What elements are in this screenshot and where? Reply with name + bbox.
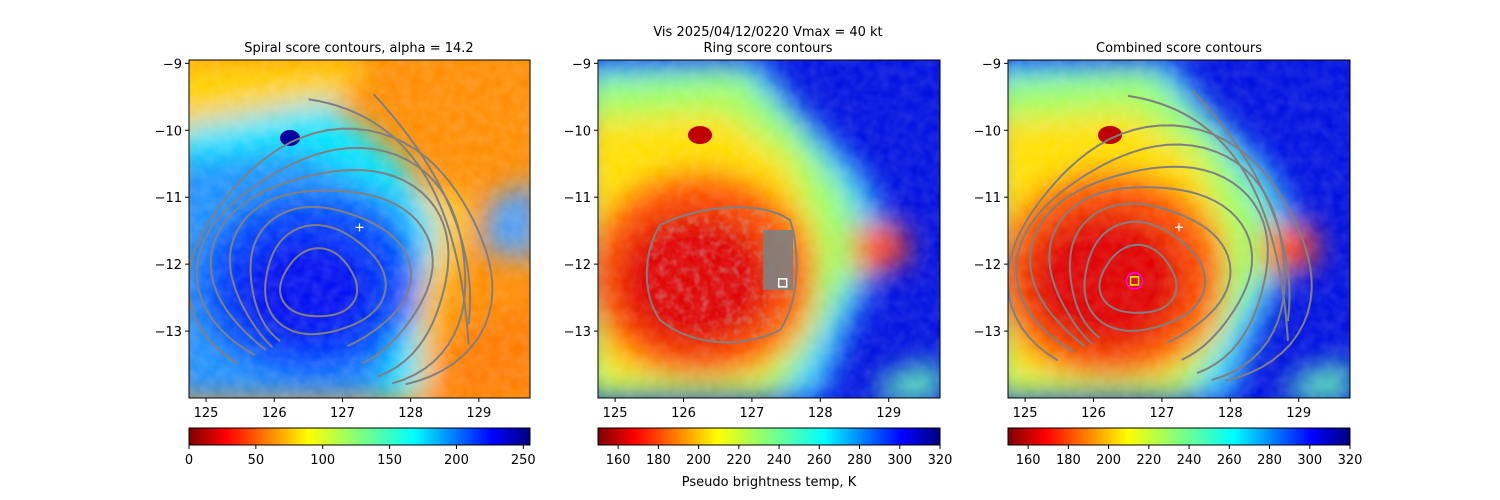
colorbar-tick-label: 300 — [1297, 453, 1322, 468]
colorbar-tick-label: 180 — [1056, 453, 1081, 468]
center-square-marker — [777, 278, 788, 288]
score-contour — [1068, 202, 1232, 344]
x-tick-label: 129 — [1286, 406, 1311, 421]
y-tick-label: −13 — [155, 325, 182, 340]
panel-spiral-title: Spiral score contours, alpha = 14.2 — [244, 41, 473, 56]
y-tick-label: −12 — [564, 258, 591, 273]
x-tick-label: 128 — [1218, 406, 1243, 421]
x-tick-label: 128 — [808, 406, 833, 421]
x-tick-label: 126 — [671, 406, 696, 421]
score-contour — [195, 146, 467, 385]
colorbar-tick-label: 160 — [606, 453, 631, 468]
panel-ring: Ring score contours 125 126 127 1 — [564, 41, 953, 490]
score-contour — [229, 189, 434, 365]
x-tick-label: 129 — [466, 406, 491, 421]
y-tick-label: −9 — [163, 57, 182, 72]
spiral-colorbar — [188, 427, 531, 446]
colorbar-tick-label: 240 — [1177, 453, 1202, 468]
x-tick-label: 126 — [262, 406, 287, 421]
ring-image — [598, 60, 940, 398]
colorbar-tick-label: 260 — [1217, 453, 1242, 468]
y-tick-label: −13 — [564, 325, 591, 340]
score-contour — [1083, 220, 1207, 332]
colorbar-tick-label: 220 — [726, 453, 751, 468]
score-contour — [189, 127, 494, 386]
colorbar-tick-label: 50 — [248, 453, 265, 468]
colorbar-tick-label: 0 — [185, 453, 193, 468]
y-tick-label: −11 — [564, 191, 591, 206]
ring-colorbar — [597, 427, 941, 446]
colorbar-tick-label: 240 — [767, 453, 792, 468]
y-tick-label: −9 — [572, 57, 591, 72]
y-tick-label: −10 — [974, 124, 1001, 139]
score-contour — [209, 168, 450, 378]
colorbar-tick-label: 180 — [646, 453, 671, 468]
panel-spiral: Spiral score contours, alpha = 14.2 125 1… — [155, 41, 536, 468]
colorbar-tick-label: 200 — [444, 453, 469, 468]
panel-combined: Combined score contours 125 126 127 128 129 −… — [974, 41, 1363, 468]
y-tick-label: −12 — [155, 258, 182, 273]
score-contour — [278, 247, 359, 318]
x-tick-label: 125 — [1013, 406, 1038, 421]
colorbar-tick-label: 160 — [1016, 453, 1041, 468]
x-tick-label: 128 — [398, 406, 423, 421]
score-contour — [308, 98, 470, 345]
colorbar-tick-label: 320 — [1338, 453, 1363, 468]
colorbar-tick-label: 250 — [511, 453, 536, 468]
spiral-image — [189, 60, 530, 398]
colorbar-tick-label: 200 — [686, 453, 711, 468]
panel-combined-title: Combined score contours — [1096, 41, 1262, 56]
colorbar-tick-label: 150 — [377, 453, 402, 468]
score-contour — [1008, 124, 1313, 382]
panel-spiral-frame — [188, 59, 531, 399]
panel-combined-frame — [1007, 59, 1351, 399]
score-contour — [1192, 90, 1291, 321]
center-square-marker — [1129, 276, 1140, 286]
x-tick-label: 126 — [1081, 406, 1106, 421]
colorbar-tick-label: 280 — [1257, 453, 1282, 468]
figure-suptitle: Vis 2025/04/12/0220 Vmax = 40 kt — [653, 25, 882, 40]
score-contour — [1029, 165, 1269, 375]
colorbar-tick-label: 300 — [887, 453, 912, 468]
panel-ring-title: Ring score contours — [703, 41, 832, 56]
y-tick-label: −11 — [155, 191, 182, 206]
center-plus-marker — [355, 223, 364, 232]
y-tick-label: −10 — [155, 124, 182, 139]
score-contour — [1127, 94, 1289, 341]
y-tick-label: −12 — [974, 258, 1001, 273]
colorbar-tick-label: 280 — [847, 453, 872, 468]
x-tick-label: 127 — [330, 406, 355, 421]
center-circle-marker — [1125, 272, 1144, 290]
y-tick-label: −9 — [982, 57, 1001, 72]
center-plus-marker — [1175, 223, 1183, 232]
y-tick-label: −11 — [974, 191, 1001, 206]
x-tick-label: 127 — [739, 406, 764, 421]
combined-image — [1008, 60, 1350, 398]
y-tick-label: −13 — [974, 325, 1001, 340]
combined-colorbar — [1007, 427, 1351, 446]
score-contour — [372, 93, 472, 325]
colorbar-tick-label: 220 — [1136, 453, 1161, 468]
colorbar-tick-label: 100 — [310, 453, 335, 468]
x-tick-label: 125 — [603, 406, 628, 421]
x-tick-label: 125 — [194, 406, 219, 421]
x-tick-label: 129 — [876, 406, 901, 421]
colorbar-tick-label: 320 — [928, 453, 953, 468]
panel-ring-frame — [597, 59, 941, 399]
x-tick-label: 127 — [1149, 406, 1174, 421]
colorbar-label: Pseudo brightness temp, K — [682, 475, 857, 490]
score-contour — [249, 205, 413, 347]
y-tick-label: −10 — [564, 124, 591, 139]
score-contour — [1015, 143, 1286, 381]
score-contour — [1098, 243, 1178, 314]
score-contour — [1048, 186, 1254, 361]
colorbar-tick-label: 200 — [1096, 453, 1121, 468]
score-contour — [264, 224, 387, 336]
colorbar-tick-label: 260 — [807, 453, 832, 468]
